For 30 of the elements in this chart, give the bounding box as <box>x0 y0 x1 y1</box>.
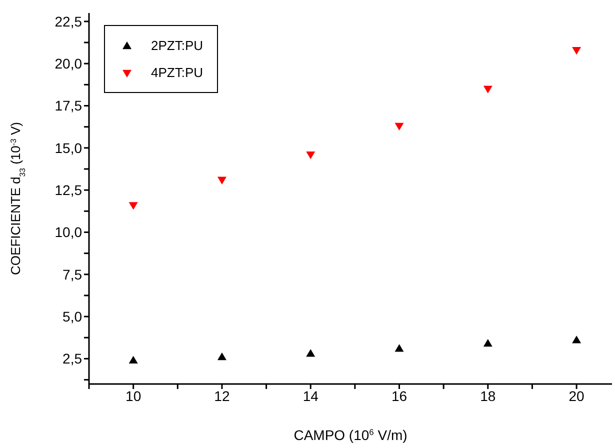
y-tick-label: 17,5 <box>54 98 82 114</box>
x-tick-label: 16 <box>391 388 408 404</box>
y-tick-label: 5,0 <box>62 308 82 325</box>
x-tick-label: 12 <box>214 388 230 404</box>
point <box>394 122 404 130</box>
point <box>394 344 404 352</box>
point <box>572 336 582 344</box>
y-tick-label: 15,0 <box>54 140 82 156</box>
legend-label: 2PZT:PU <box>151 38 204 53</box>
y-tick-label: 12,5 <box>54 182 82 198</box>
point <box>306 152 316 160</box>
point <box>217 176 226 184</box>
y-tick-label: 7,5 <box>62 266 82 282</box>
legend-label: 4PZT:PU <box>151 65 204 80</box>
point <box>217 352 226 360</box>
point <box>306 349 316 357</box>
point <box>572 46 582 55</box>
point <box>483 86 492 94</box>
y-tick-label: 10,0 <box>54 224 82 240</box>
x-tick-label: 14 <box>302 388 319 404</box>
x-tick-label: 18 <box>480 388 496 404</box>
y-tick-label: 2,5 <box>62 350 82 367</box>
y-tick-label: 20,0 <box>54 56 82 72</box>
point <box>483 339 492 347</box>
x-tick-label: 20 <box>568 388 585 404</box>
y-tick-label: 22,5 <box>54 13 82 30</box>
x-tick-label: 10 <box>126 388 142 404</box>
point <box>128 202 138 210</box>
point <box>128 356 138 364</box>
x-axis-title: CAMPO (10$^{6}$ V/m) <box>294 427 408 443</box>
